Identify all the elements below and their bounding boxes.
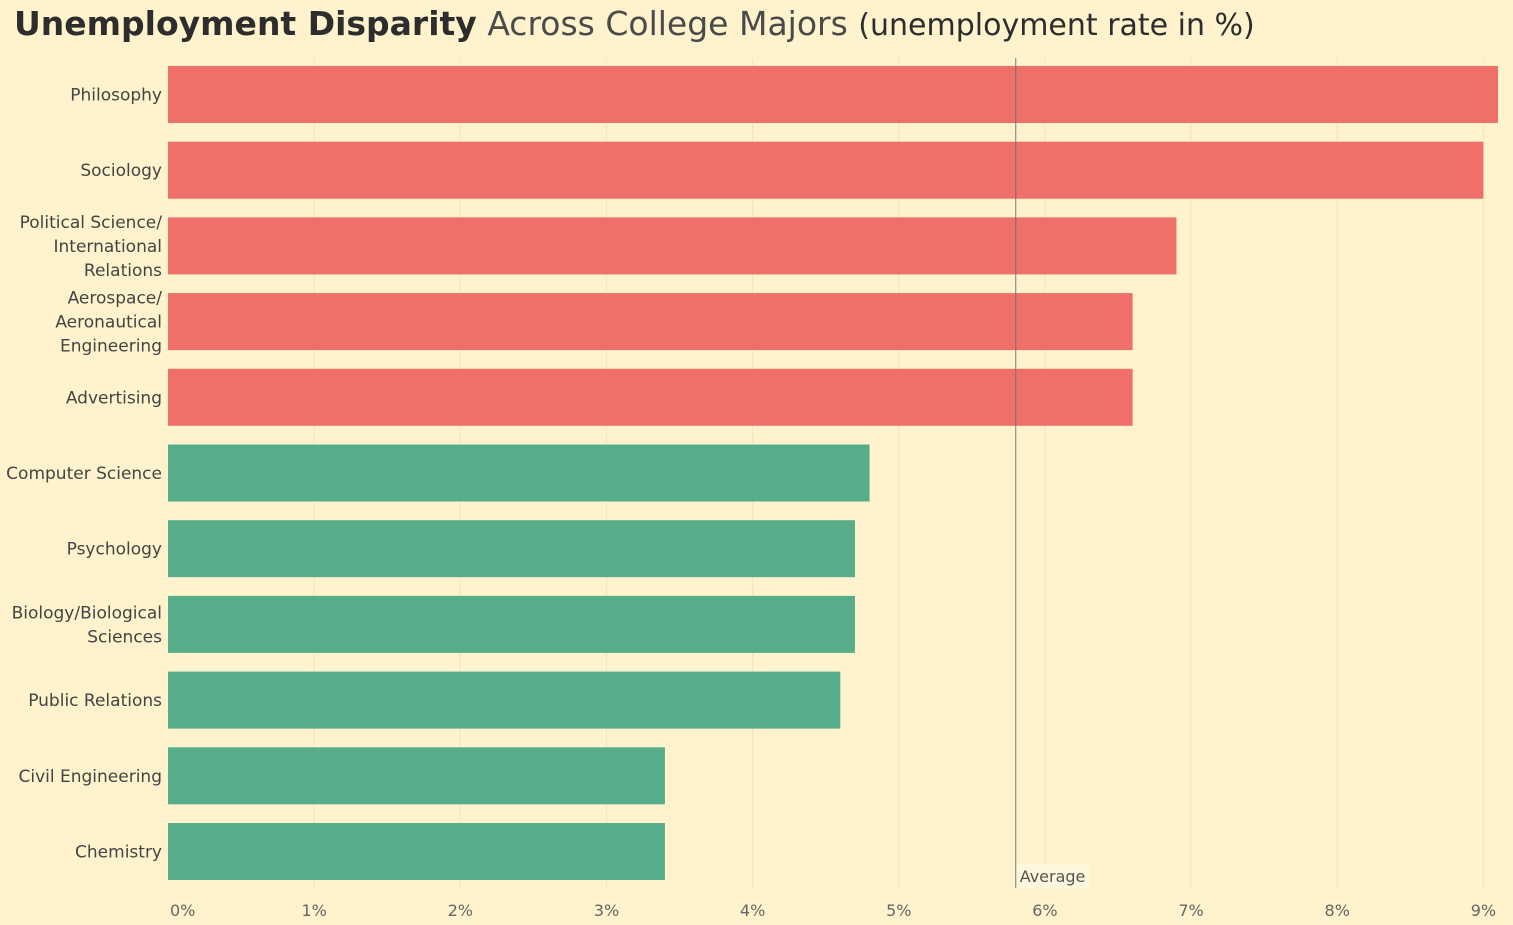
title-bold: Unemployment Disparity bbox=[14, 4, 477, 43]
title-light: Across College Majors bbox=[487, 4, 848, 43]
category-label: Public Relations bbox=[28, 691, 162, 711]
x-tick-label: 2% bbox=[448, 901, 473, 920]
bars bbox=[168, 66, 1498, 880]
x-tick-label: 3% bbox=[594, 901, 619, 920]
bar bbox=[168, 823, 665, 880]
bar bbox=[168, 368, 1133, 426]
x-tick-label: 8% bbox=[1325, 901, 1350, 920]
bar bbox=[168, 141, 1484, 199]
x-tick-label: 5% bbox=[886, 901, 911, 920]
category-label: Biology/Biological Sciences bbox=[12, 603, 163, 647]
category-label: Civil Engineering bbox=[18, 767, 162, 787]
bar bbox=[168, 595, 855, 653]
title-unit: (unemployment rate in %) bbox=[858, 8, 1255, 43]
bar bbox=[168, 671, 841, 729]
x-tick-label: 6% bbox=[1032, 901, 1057, 920]
average-label-bg bbox=[1016, 864, 1090, 888]
x-tick-label: 0% bbox=[170, 901, 195, 920]
category-label: Political Science/International Relations bbox=[20, 213, 163, 281]
bar bbox=[168, 293, 1133, 351]
bar bbox=[168, 747, 665, 805]
average-label: Average bbox=[1020, 867, 1086, 886]
category-label: Psychology bbox=[67, 540, 162, 560]
x-axis-ticks: 0% 1% 2% 3% 4% 5% 6% 7% 8% 9% bbox=[170, 901, 1496, 920]
category-labels: Philosophy Sociology Political Science/Int… bbox=[6, 86, 162, 863]
x-tick-label: 9% bbox=[1471, 901, 1496, 920]
category-label: Philosophy bbox=[70, 86, 162, 106]
bar bbox=[168, 520, 855, 578]
category-label: Computer Science bbox=[6, 464, 162, 484]
category-label: Chemistry bbox=[75, 843, 162, 863]
bar bbox=[168, 66, 1498, 123]
x-tick-label: 4% bbox=[740, 901, 765, 920]
category-label: Advertising bbox=[66, 388, 162, 408]
bar bbox=[168, 444, 870, 502]
x-tick-label: 7% bbox=[1178, 901, 1203, 920]
x-tick-label: 1% bbox=[301, 901, 326, 920]
chart-title: Unemployment Disparity Across College Ma… bbox=[14, 2, 1255, 48]
category-label: Sociology bbox=[80, 161, 162, 181]
average-reference: Average bbox=[1015, 58, 1090, 888]
category-label: Aerospace/Aeronautical Engineering bbox=[55, 289, 162, 357]
bar bbox=[168, 217, 1177, 275]
